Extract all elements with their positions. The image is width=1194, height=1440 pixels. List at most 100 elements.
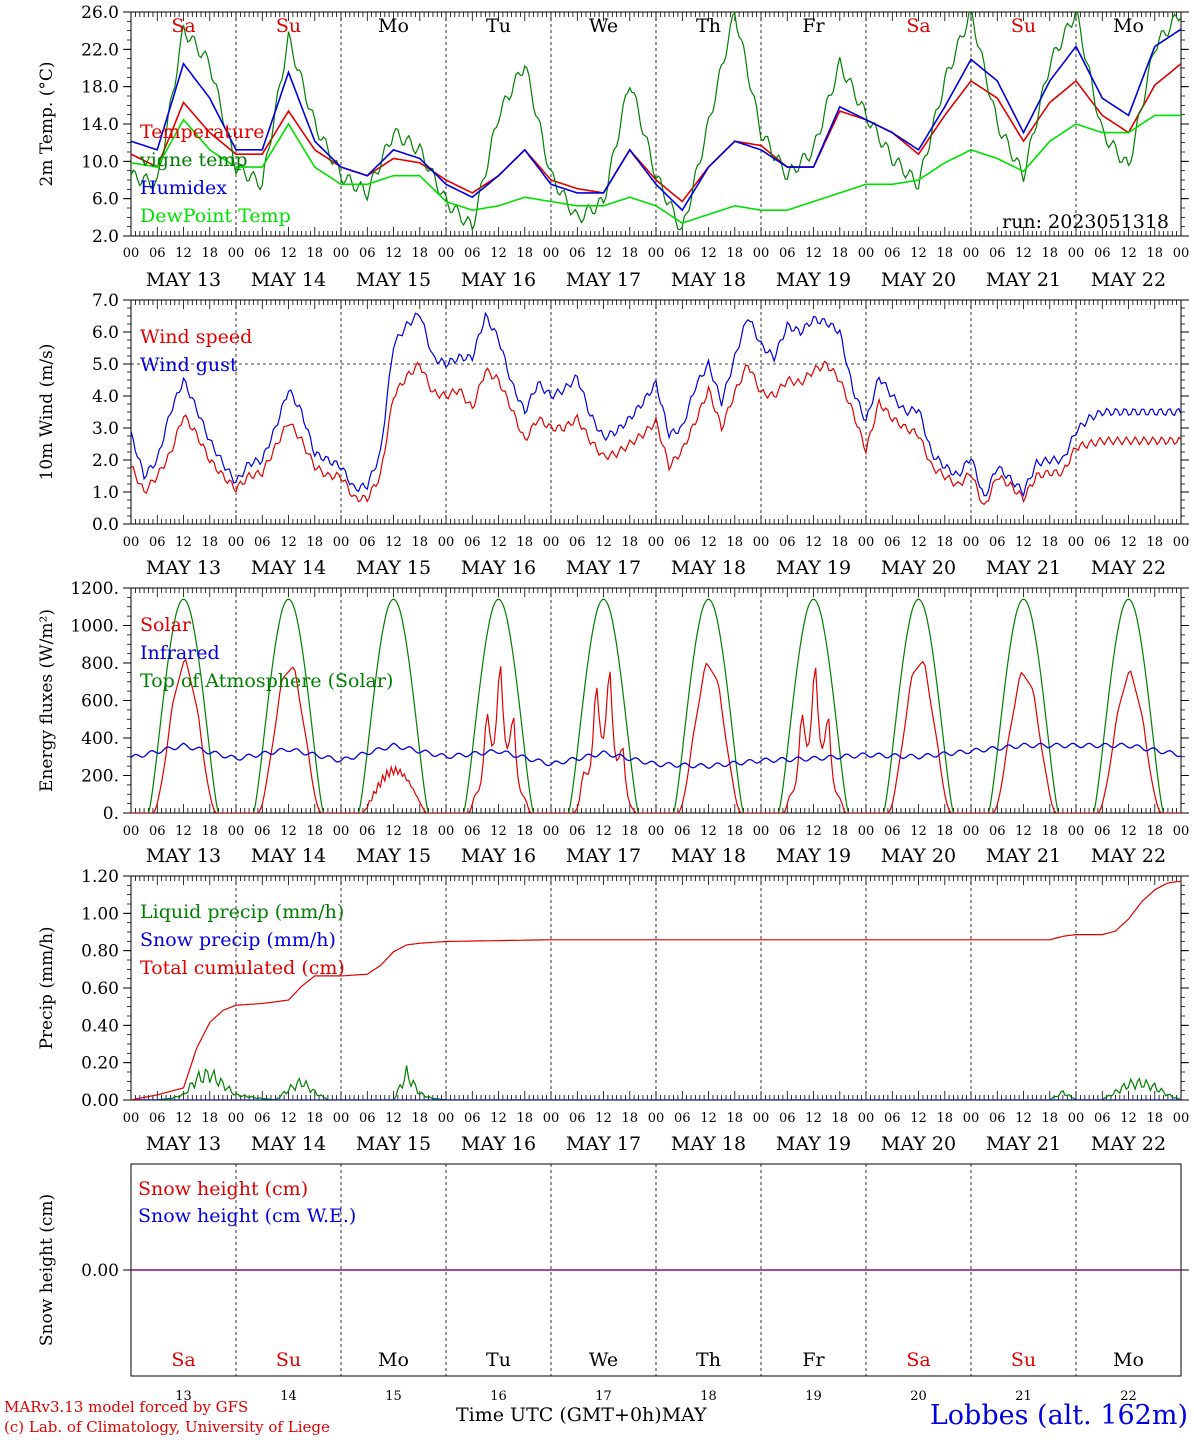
y-tick-label: 10.0 — [81, 152, 119, 172]
x-hour-label: 06 — [674, 824, 691, 839]
x-hour-label: 00 — [228, 1111, 245, 1126]
weekday-label-bottom: Th — [696, 1349, 721, 1371]
x-day-label: MAY 20 — [881, 845, 956, 867]
y-tick-label: 1.20 — [81, 867, 119, 887]
weekday-label-bottom: Mo — [1113, 1349, 1144, 1371]
x-hour-label: 00 — [1173, 1111, 1190, 1126]
x-day-label: MAY 19 — [776, 845, 851, 867]
x-hour-label: 18 — [516, 824, 533, 839]
x-axis-title-text: Time UTC (GMT+0h) — [456, 1404, 662, 1426]
panel-2: 0.0 1.0 2.0 3.0 4.0 5.0 6.0 7.0 10m Wind (m/s) 00… — [37, 291, 1189, 579]
series-line-wind-speed — [131, 360, 1181, 506]
x-hour-label: 18 — [1041, 824, 1058, 839]
x-hour-label: 00 — [228, 824, 245, 839]
hour-ticks — [130, 12, 1182, 236]
x-hour-label: 12 — [175, 246, 192, 261]
x-hour-label: 18 — [831, 535, 848, 550]
x-day-label: MAY 14 — [251, 269, 326, 291]
legend-snow-precip-mm-h-: Snow precip (mm/h) — [140, 929, 336, 951]
x-hour-label: 00 — [1173, 246, 1190, 261]
series-line-toa — [672, 598, 745, 813]
x-hour-label: 06 — [884, 824, 901, 839]
x-hour-label: 00 — [963, 246, 980, 261]
x-hour-label: 18 — [621, 246, 638, 261]
day-number-label: 20 — [910, 1389, 927, 1404]
x-day-label: MAY 20 — [881, 557, 956, 579]
x-day-label: MAY 13 — [146, 269, 221, 291]
y-tick-label: 1.0 — [92, 483, 119, 503]
day-number-label: 19 — [805, 1389, 822, 1404]
x-hour-label: 06 — [1094, 1111, 1111, 1126]
series-group — [131, 12, 1181, 232]
x-hour-label: 12 — [175, 535, 192, 550]
x-hour-label: 00 — [753, 535, 770, 550]
series-line-toa — [1092, 598, 1165, 813]
x-hour-label: 18 — [411, 246, 428, 261]
legend-humidex: Humidex — [140, 177, 227, 199]
x-hour-label: 00 — [123, 824, 140, 839]
footer-model: MARv3.13 model forced by GFS — [4, 1398, 249, 1416]
x-hour-label: 12 — [700, 824, 717, 839]
x-hour-label: 12 — [490, 824, 507, 839]
x-hour-label: 18 — [516, 535, 533, 550]
y-tick-label: 0. — [103, 804, 119, 824]
day-number-label: 14 — [280, 1389, 297, 1404]
x-hour-label: 12 — [490, 1111, 507, 1126]
x-day-label: MAY 16 — [461, 1133, 536, 1155]
x-hour-label: 06 — [464, 246, 481, 261]
x-hour-label: 18 — [726, 824, 743, 839]
weekday-label-bottom: We — [589, 1349, 618, 1371]
y-tick-label: 2.0 — [92, 227, 119, 247]
x-day-label: MAY 17 — [566, 557, 641, 579]
x-hour-label: 12 — [385, 535, 402, 550]
x-day-label: MAY 13 — [146, 1133, 221, 1155]
series-line-vigne-temp — [131, 12, 1181, 232]
x-hour-label: 18 — [726, 535, 743, 550]
x-day-label: MAY 14 — [251, 1133, 326, 1155]
day-number-label: 22 — [1120, 1389, 1137, 1404]
hour-ticks — [130, 876, 1182, 1100]
x-hour-label: 06 — [149, 824, 166, 839]
x-hour-label: 06 — [569, 246, 586, 261]
x-hour-label: 18 — [621, 535, 638, 550]
x-hour-label: 00 — [333, 1111, 350, 1126]
x-axis-title: Time UTC (GMT+0h)MAY — [456, 1404, 707, 1426]
x-day-label: MAY 17 — [566, 1133, 641, 1155]
run-annotation: run: 2023051318 — [1002, 211, 1169, 233]
x-hour-label: 12 — [595, 824, 612, 839]
series-line-wind-gust — [131, 311, 1181, 498]
x-hour-label: 18 — [621, 824, 638, 839]
panel-4: 0.00 0.20 0.40 0.60 0.80 1.00 1.20 Precip (mm/h… — [37, 867, 1189, 1155]
weekday-label-top: Th — [696, 15, 721, 37]
legend-snow-height-cm-w-e-: Snow height (cm W.E.) — [138, 1205, 356, 1227]
x-hour-label: 12 — [385, 1111, 402, 1126]
x-hour-label: 06 — [989, 246, 1006, 261]
x-hour-label: 12 — [1015, 824, 1032, 839]
x-hour-label: 06 — [359, 246, 376, 261]
panel-5: 0.00 Snow height (cm) Snow height (cm) Snow… — [37, 1163, 1189, 1377]
x-axis-month: MAY — [661, 1404, 707, 1426]
x-hour-label: 18 — [411, 535, 428, 550]
x-hour-label: 06 — [359, 535, 376, 550]
x-hour-label: 18 — [1146, 1111, 1163, 1126]
series-line-toa — [462, 598, 535, 813]
x-hour-label: 12 — [1015, 535, 1032, 550]
x-hour-label: 06 — [884, 535, 901, 550]
x-day-label: MAY 13 — [146, 557, 221, 579]
x-hour-label: 06 — [464, 1111, 481, 1126]
legend-temperature: Temperature — [140, 121, 264, 143]
panel-frame — [130, 587, 1182, 814]
x-hour-label: 06 — [464, 824, 481, 839]
series-group — [131, 598, 1181, 813]
x-hour-label: 06 — [779, 535, 796, 550]
x-hour-label: 18 — [201, 535, 218, 550]
x-day-label: MAY 21 — [986, 1133, 1061, 1155]
x-hour-label: 00 — [333, 535, 350, 550]
x-hour-label: 18 — [726, 1111, 743, 1126]
weekday-label-bottom: Mo — [378, 1349, 409, 1371]
x-hour-label: 12 — [910, 1111, 927, 1126]
x-hour-label: 00 — [648, 824, 665, 839]
x-hour-label: 18 — [1146, 246, 1163, 261]
x-day-label: MAY 14 — [251, 557, 326, 579]
x-hour-label: 12 — [595, 1111, 612, 1126]
